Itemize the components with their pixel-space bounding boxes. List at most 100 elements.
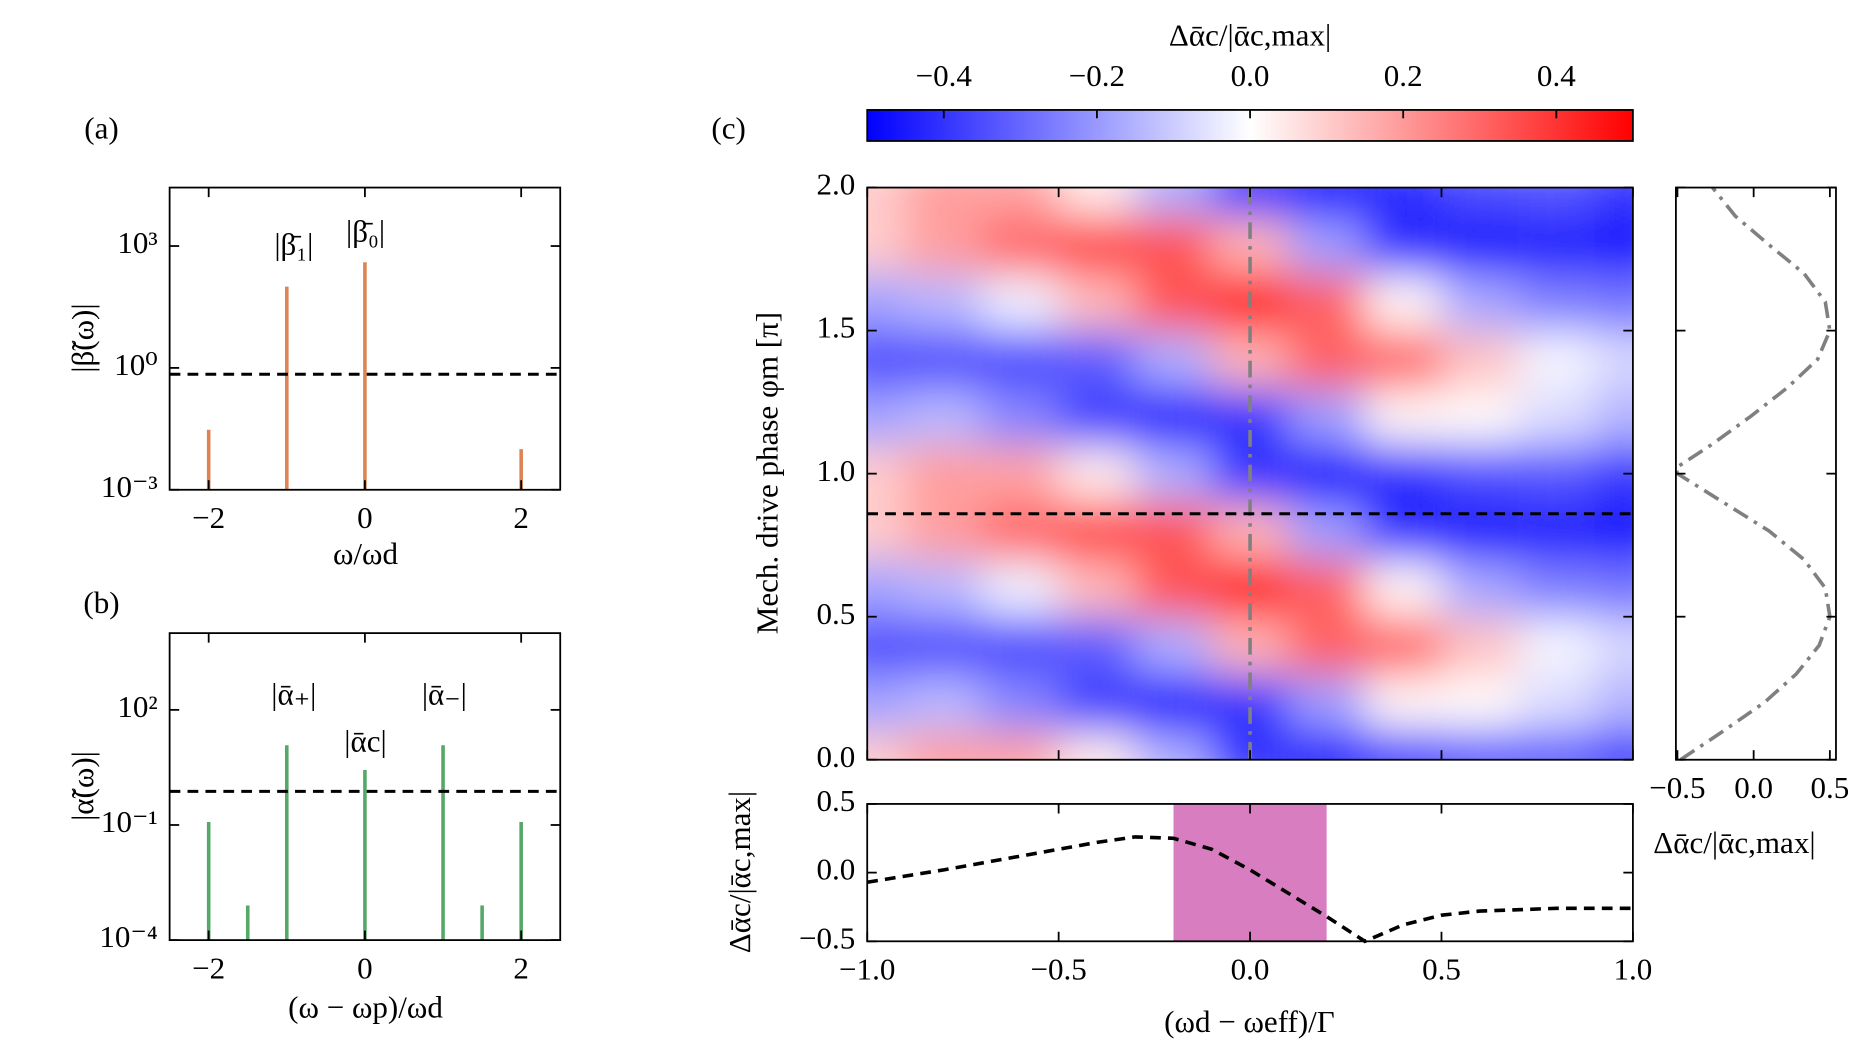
heatmap-cell <box>867 330 907 389</box>
heatmap-cell <box>1518 673 1596 732</box>
heatmap-cell <box>905 502 983 561</box>
heatmap-cell <box>1288 673 1366 732</box>
x-tick-label: −2 <box>192 950 225 985</box>
colorbar-label: Δᾱc/|ᾱc,max| <box>1169 17 1331 52</box>
heatmap-cell <box>1288 731 1366 760</box>
heatmap-cell <box>982 330 1060 389</box>
heatmap-cell <box>1058 445 1136 503</box>
heatmap-cell <box>1518 187 1596 217</box>
y-axis-label: Δᾱc/|ᾱc,max| <box>722 791 757 953</box>
heatmap-cell <box>1364 445 1443 503</box>
x-tick-label: 2 <box>513 950 529 985</box>
heatmap-cell <box>1288 616 1366 675</box>
heatmap-cell <box>867 187 907 217</box>
x-axis-label: (ω − ωp)/ωd <box>288 990 443 1025</box>
colorbar-tick-label: −0.4 <box>916 58 973 93</box>
heatmap-cell <box>1135 330 1213 389</box>
heatmap-cell <box>867 273 907 332</box>
x-axis-label: (ωd − ωeff)/Γ <box>1164 1004 1335 1039</box>
heatmap-cell <box>1058 387 1136 446</box>
x-axis-label: ω/ωd <box>333 536 398 571</box>
heatmap-cell <box>905 187 983 217</box>
heatmap-cell <box>1518 616 1596 675</box>
heatmap-cell <box>1288 559 1366 618</box>
heatmap-cell <box>867 731 907 760</box>
heatmap-cell <box>1288 273 1366 332</box>
colorbar-tick-label: 0.4 <box>1537 58 1576 93</box>
heatmap-cell <box>1518 330 1596 389</box>
heatmap-cell <box>1135 731 1213 760</box>
heatmap-cell <box>1441 216 1519 274</box>
y-axis-label: |β̃(ω)| <box>65 303 100 372</box>
heatmap-cell <box>1364 330 1443 389</box>
heatmap-cell <box>1518 559 1596 618</box>
heatmap-cell <box>905 330 983 389</box>
y-axis-label: Mech. drive phase φm [π] <box>750 312 785 634</box>
heatmap-cell <box>982 216 1060 274</box>
heatmap-cell <box>982 731 1060 760</box>
heatmap-cell <box>1058 502 1136 561</box>
heatmap-cell <box>982 387 1060 446</box>
axes-frame <box>168 632 562 942</box>
y-tick-label: 0.5 <box>816 783 855 818</box>
y-tick-label: 1.0 <box>816 453 855 488</box>
heatmap-cell <box>1441 387 1519 446</box>
heatmap-cell <box>1288 387 1366 446</box>
y-tick-label: 2.0 <box>816 167 855 202</box>
annotation: |ᾱc| <box>344 723 386 758</box>
heatmap-cell <box>905 559 983 618</box>
x-tick-label: −0.5 <box>1030 951 1086 986</box>
axes-frame <box>866 803 1634 943</box>
x-tick-label: 2 <box>513 500 529 535</box>
heatmap-cell <box>905 216 983 274</box>
y-tick-label: 0.0 <box>816 739 855 774</box>
heatmap-cell <box>1441 502 1519 561</box>
heatmap-cell <box>1058 673 1136 732</box>
heatmap-cell <box>1594 616 1633 675</box>
y-tick-label: 0.0 <box>816 852 855 887</box>
y-tick-label: −0.5 <box>799 920 855 955</box>
heatmap-cell <box>905 673 983 732</box>
heatmap-cell <box>982 187 1060 217</box>
heatmap-cell <box>1594 559 1633 618</box>
colorbar-tick-label: 0.2 <box>1384 58 1423 93</box>
heatmap-cell <box>867 216 907 274</box>
heatmap-cell <box>1594 502 1633 561</box>
heatmap-cell <box>982 616 1060 675</box>
heatmap-cell <box>1518 502 1596 561</box>
heatmap-cell <box>1594 673 1633 732</box>
x-tick-label: −2 <box>192 500 225 535</box>
y-tick-label: 10⁻⁴ <box>99 919 157 954</box>
heatmap-cell <box>1518 387 1596 446</box>
heatmap-cell <box>1518 445 1596 503</box>
heatmap-cell <box>982 273 1060 332</box>
y-axis-label: |α̃(ω)| <box>65 751 100 821</box>
x-axis-label: Δᾱc/|ᾱc,max| <box>1653 825 1815 860</box>
heatmap-cell <box>1364 502 1443 561</box>
heatmap-cell <box>1058 616 1136 675</box>
heatmap-cell <box>1288 330 1366 389</box>
x-tick-label: 0.5 <box>1810 770 1849 805</box>
x-tick-label: 0 <box>357 500 373 535</box>
heatmap-cell <box>1288 502 1366 561</box>
heatmap-cell <box>1518 731 1596 760</box>
heatmap-cell <box>1058 273 1136 332</box>
heatmap-cell <box>1135 387 1213 446</box>
heatmap-cell <box>1058 216 1136 274</box>
y-tick-label: 10² <box>117 689 157 724</box>
heatmap-cell <box>1135 273 1213 332</box>
axes-frame <box>168 186 562 491</box>
heatmap-cell <box>1364 187 1443 217</box>
y-tick-label: 1.5 <box>816 310 855 345</box>
heatmap-cell <box>982 673 1060 732</box>
heatmap-cell <box>982 445 1060 503</box>
heatmap-cell <box>1364 616 1443 675</box>
heatmap-cell <box>1594 187 1633 217</box>
heatmap-cell <box>1135 445 1213 503</box>
heatmap-cell <box>1364 731 1443 760</box>
x-tick-label: 0 <box>357 950 373 985</box>
heatmap-cell <box>1594 731 1633 760</box>
annotation: |β̄₁| <box>274 226 313 261</box>
heatmap-cell <box>1364 673 1443 732</box>
